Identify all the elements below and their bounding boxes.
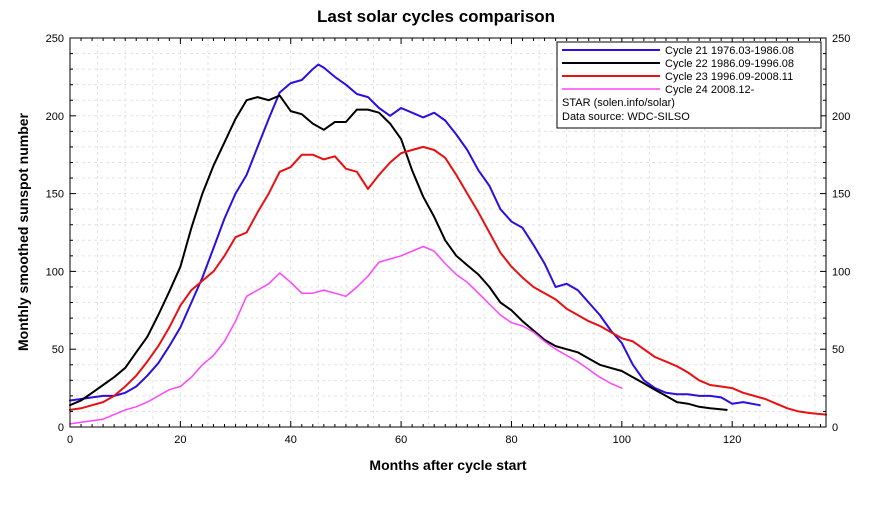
y-tick-label-right: 150 [832, 189, 850, 201]
y-tick-label-right: 200 [832, 111, 850, 123]
y-tick-label-left: 50 [52, 344, 64, 356]
x-tick-label: 80 [505, 434, 517, 446]
x-tick-label: 60 [395, 434, 407, 446]
legend-label-cycle-24: Cycle 24 2008.12- [665, 84, 755, 96]
series-lines [69, 63, 827, 425]
plot-frame [69, 37, 827, 428]
chart-title: Last solar cycles comparison [317, 7, 555, 26]
y-axis-label: Monthly smoothed sunspot number [15, 112, 31, 351]
y-tick-label-right: 100 [832, 266, 850, 278]
y-tick-label-left: 150 [46, 189, 64, 201]
y-tick-label-left: 100 [46, 266, 64, 278]
series-line-24 [69, 245, 623, 425]
x-tick-label: 40 [285, 434, 297, 446]
legend-label-cycle-23: Cycle 23 1996.09-2008.11 [665, 71, 793, 83]
series-line-23 [69, 145, 827, 416]
legend-data-source: Data source: WDC-SILSO [562, 111, 690, 123]
legend-box [556, 41, 822, 129]
y-tick-label-right: 250 [832, 33, 850, 45]
y-tick-label-right: 50 [832, 344, 844, 356]
x-tick-label: 100 [613, 434, 631, 446]
y-tick-label-right: 0 [832, 422, 838, 434]
series-line-21 [69, 63, 761, 407]
series-line-22 [69, 94, 728, 411]
x-tick-label: 120 [723, 434, 741, 446]
y-tick-label-left: 200 [46, 111, 64, 123]
x-tick-label: 20 [174, 434, 186, 446]
legend-label-cycle-21: Cycle 21 1976.03-1986.08 [665, 45, 794, 57]
x-tick-label: 0 [67, 434, 73, 446]
y-tick-label-left: 250 [46, 33, 64, 45]
legend-label-cycle-22: Cycle 22 1986.09-1996.08 [665, 58, 794, 70]
legend: Cycle 21 1976.03-1986.08 Cycle 22 1986.0… [556, 41, 822, 129]
y-tick-label-left: 0 [58, 422, 64, 434]
legend-source-star: STAR (solen.info/solar) [562, 97, 675, 109]
x-axis-label: Months after cycle start [369, 457, 526, 473]
